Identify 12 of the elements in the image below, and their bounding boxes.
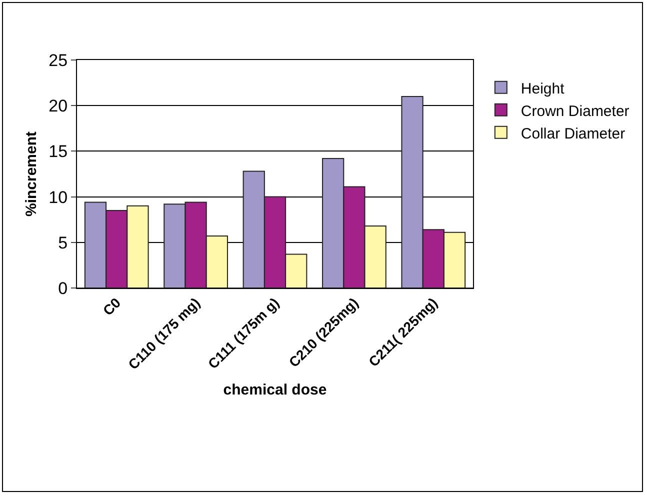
legend-label: Collar Diameter [520, 125, 626, 142]
y-tick-label: 0 [58, 278, 68, 298]
y-tick-label: 15 [48, 142, 68, 162]
legend-label: Crown Diameter [520, 102, 630, 120]
x-axis-title: chemical dose [223, 381, 327, 398]
legend-label: Height [520, 80, 566, 98]
y-tick-label: 10 [48, 188, 68, 207]
y-tick-label: 25 [48, 50, 68, 70]
y-tick-label: 20 [48, 96, 68, 116]
x-tick-label: C0 [100, 294, 124, 319]
y-axis-title: %increment [22, 131, 40, 217]
y-tick-label: 5 [58, 233, 68, 252]
